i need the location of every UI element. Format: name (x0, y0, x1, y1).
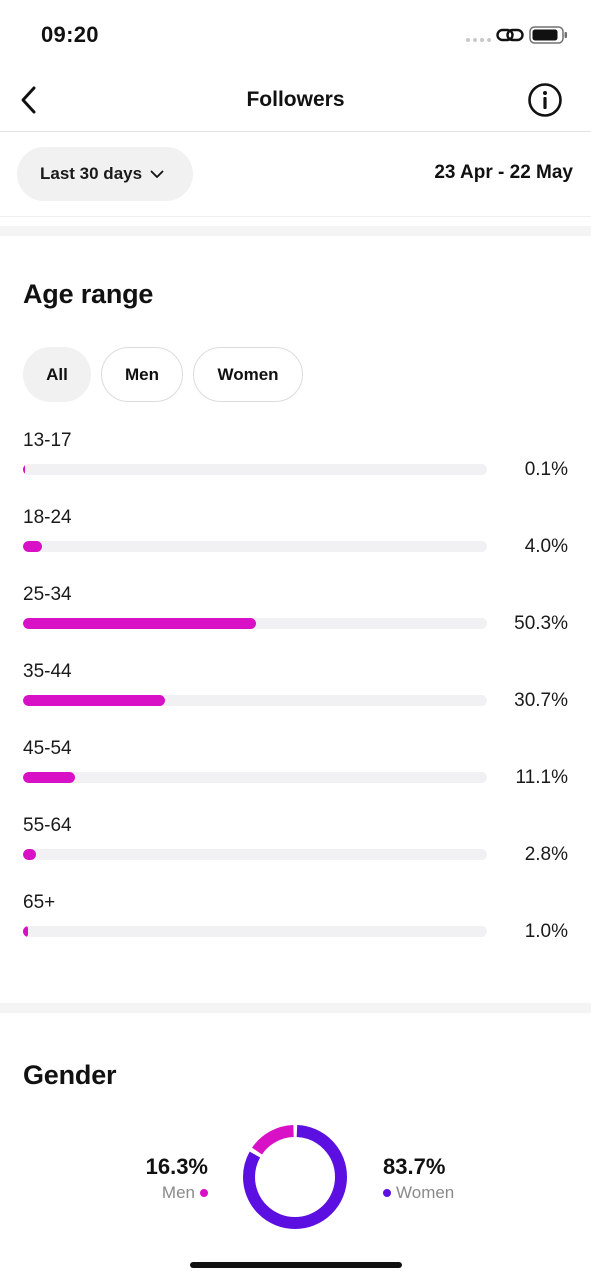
age-bar-track (23, 541, 487, 552)
age-row-label: 25-34 (23, 584, 72, 605)
chevron-left-icon (21, 86, 36, 114)
age-bar-fill (23, 618, 256, 629)
back-button[interactable] (14, 82, 44, 118)
home-indicator[interactable] (190, 1262, 402, 1268)
age-bar-fill (23, 926, 28, 937)
gender-men-legend: Men (108, 1183, 208, 1203)
age-bar-fill (23, 772, 75, 783)
age-bar-fill (23, 464, 25, 475)
status-time: 09:20 (41, 22, 99, 47)
age-row-value: 30.7% (514, 690, 568, 711)
status-bar: 09:20 (0, 0, 591, 70)
gender-men-percent: 16.3% (145, 1154, 208, 1179)
chip-men[interactable]: Men (101, 347, 183, 402)
signal-dots-icon (466, 38, 491, 42)
link-icon (496, 28, 524, 42)
age-row-label: 45-54 (23, 738, 72, 759)
age-row-25-34: 25-34 50.3% (23, 584, 568, 644)
battery-icon (529, 26, 567, 44)
section-separator (0, 1003, 591, 1013)
page-title: Followers (246, 88, 345, 111)
donut-women-arc (243, 1125, 347, 1229)
age-row-label: 65+ (23, 892, 56, 913)
info-circle-icon[interactable] (527, 82, 563, 118)
gender-women-percent: 83.7% (383, 1154, 446, 1179)
age-row-65-plus: 65+ 1.0% (23, 892, 568, 952)
men-dot-icon (200, 1189, 208, 1197)
age-row-value: 2.8% (524, 844, 568, 865)
age-row-value: 11.1% (515, 767, 568, 788)
gender-women-label: Women (396, 1183, 455, 1202)
age-row-label: 55-64 (23, 815, 72, 836)
age-bar-fill (23, 541, 42, 552)
age-bar-track (23, 618, 487, 629)
gender-men-label: Men (161, 1183, 195, 1202)
chip-all[interactable]: All (23, 347, 91, 402)
age-row-55-64: 55-64 2.8% (23, 815, 568, 875)
section-separator (0, 226, 591, 236)
age-row-45-54: 45-54 11.1% (23, 738, 568, 798)
age-bar-track (23, 926, 487, 937)
gender-women-legend: Women (383, 1183, 454, 1203)
age-row-18-24: 18-24 4.0% (23, 507, 568, 567)
age-row-label: 18-24 (23, 507, 72, 528)
age-row-label: 13-17 (23, 430, 72, 451)
chip-women[interactable]: Women (193, 347, 303, 402)
age-row-value: 4.0% (524, 536, 568, 557)
age-row-label: 35-44 (23, 661, 72, 682)
age-bar-track (23, 772, 487, 783)
nav-bar: Followers (0, 70, 591, 132)
date-range-dropdown-label: Last 30 days (40, 164, 143, 183)
age-bar-track (23, 849, 487, 860)
date-range-text: 23 Apr - 22 May (434, 162, 573, 183)
date-range-dropdown[interactable]: Last 30 days (17, 147, 193, 201)
age-bar-fill (23, 695, 165, 706)
age-row-value: 50.3% (514, 613, 568, 634)
gender-donut-chart (243, 1125, 347, 1229)
age-row-value: 0.1% (524, 459, 568, 480)
gender-title: Gender (23, 1060, 117, 1090)
age-row-35-44: 35-44 30.7% (23, 661, 568, 721)
women-dot-icon (383, 1189, 391, 1197)
age-row-13-17: 13-17 0.1% (23, 430, 568, 490)
age-bar-track (23, 695, 487, 706)
divider (0, 216, 591, 217)
chevron-down-icon (150, 170, 164, 178)
age-row-value: 1.0% (524, 921, 568, 942)
age-bar-fill (23, 849, 36, 860)
age-range-title: Age range (23, 279, 154, 309)
age-bar-track (23, 464, 487, 475)
